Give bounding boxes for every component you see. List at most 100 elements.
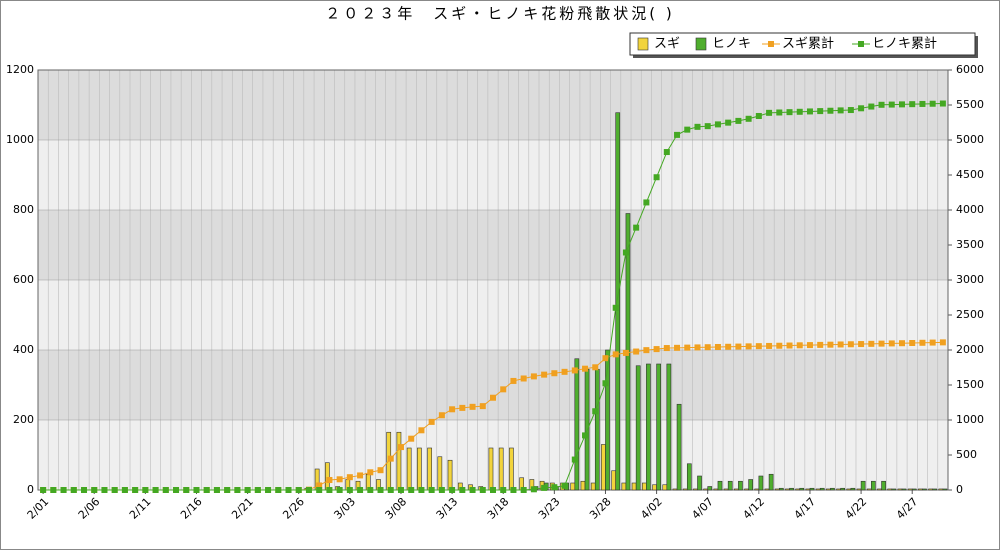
cumulative-marker [827,107,834,114]
cumulative-marker [152,487,159,493]
bar [635,365,641,491]
legend-label: ヒノキ累計 [872,36,937,52]
bar [830,487,835,491]
cumulative-marker [265,487,272,493]
bar [815,488,821,491]
bar [656,363,661,491]
cumulative-marker [418,427,425,434]
bar [676,403,682,491]
cumulative-marker [40,487,47,493]
cumulative-marker [408,435,415,442]
cumulative-marker [469,403,476,410]
cumulative-marker [438,412,445,419]
grid-band [38,350,948,420]
cumulative-marker [817,341,824,348]
cumulative-marker [418,487,425,493]
cumulative-marker [479,403,486,410]
bar [615,112,621,491]
legend-swatch [637,37,649,51]
y2-tick-label: 5000 [956,133,984,146]
cumulative-marker [796,108,803,115]
bar [580,480,586,491]
cumulative-marker [397,444,404,451]
cumulative-marker [203,487,210,493]
cumulative-marker [622,349,629,356]
bar [672,488,678,491]
cumulative-marker [459,487,466,493]
y-tick-label: 1200 [6,63,34,76]
y2-tick-label: 2000 [956,343,984,356]
cumulative-marker [898,101,905,108]
bar [877,488,882,491]
y-tick-label: 0 [27,483,34,496]
bar [768,473,774,491]
cumulative-marker [663,149,670,156]
cumulative-marker [806,108,813,115]
cumulative-marker [561,368,568,375]
cumulative-marker [612,351,619,358]
cumulative-marker [500,386,507,393]
cumulative-marker [745,115,752,122]
cumulative-marker [776,342,783,349]
cumulative-marker [704,123,711,130]
bar [932,488,938,491]
cumulative-marker [837,107,844,114]
cumulative-marker [745,343,752,350]
cumulative-marker [612,304,619,311]
cumulative-marker [449,487,456,493]
cumulative-marker [132,487,139,493]
cumulative-marker [326,487,333,493]
cumulative-marker [582,432,589,439]
cumulative-marker [70,487,77,493]
grid-band [38,280,948,350]
cumulative-marker [541,484,548,491]
bar [707,486,713,491]
cumulative-marker [592,408,599,415]
bar [744,488,749,491]
legend-label: ヒノキ [712,37,751,52]
cumulative-marker [326,476,333,483]
cumulative-marker [735,343,742,350]
cumulative-marker [428,487,435,493]
bar [713,488,719,491]
cumulative-marker [868,340,875,347]
bar [574,358,580,491]
cumulative-marker [786,342,793,349]
bar [846,488,852,491]
legend-label: スギ累計 [782,36,834,52]
bar [396,431,402,491]
cumulative-marker [643,199,650,206]
bar [785,488,790,491]
bar [717,480,723,491]
bar [723,488,729,491]
bar [774,488,780,491]
grid-band [38,210,948,280]
bar [805,488,811,491]
cumulative-marker [694,123,701,130]
cumulative-marker [909,340,916,346]
cumulative-marker [766,342,773,349]
cumulative-marker [735,117,742,124]
bar [621,482,627,491]
cumulative-marker [490,487,496,493]
cumulative-marker [60,487,67,493]
legend-label: スギ [654,37,680,52]
y2-tick-label: 3000 [956,273,984,286]
cumulative-marker [929,100,936,107]
chart-title: ２０２３年 スギ・ヒノキ花粉飛散状況( ) [325,5,674,23]
y2-tick-label: 3500 [956,238,984,251]
bar [850,487,856,491]
cumulative-marker [244,487,251,493]
cumulative-marker [111,487,118,493]
bar [778,487,784,491]
y-tick-label: 600 [13,273,34,286]
bar [611,470,616,491]
bar [697,475,702,491]
bar [406,447,412,491]
cumulative-marker [592,364,599,371]
cumulative-marker [868,103,875,110]
bar [601,444,606,491]
y2-tick-label: 2500 [956,308,984,321]
bar [662,484,668,491]
